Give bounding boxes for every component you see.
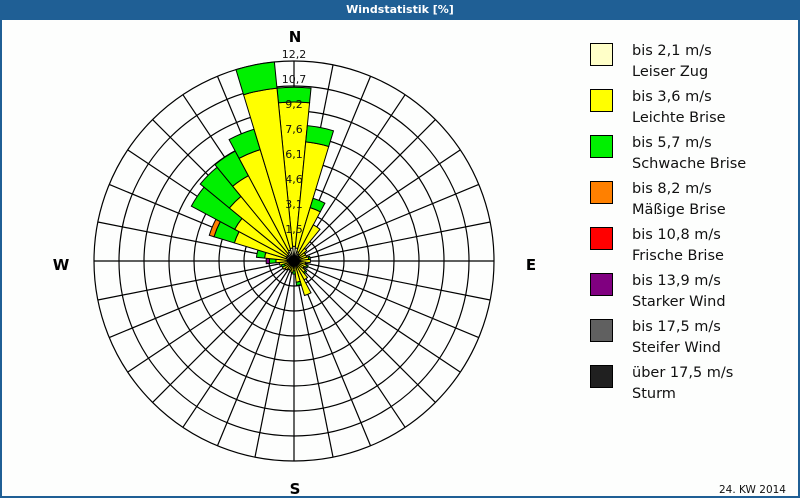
legend-swatch (590, 43, 613, 66)
grid-spoke (152, 260, 295, 403)
ring-value-label: 7,6 (285, 123, 303, 136)
legend-swatch (590, 273, 613, 296)
ring-value-label: 9,2 (285, 98, 303, 111)
compass-east-label: E (525, 256, 537, 274)
ring-value-label: 4,6 (285, 173, 303, 186)
grid-spoke (293, 119, 436, 262)
legend-name: Leichte Brise (632, 110, 726, 126)
grid-spoke (108, 260, 295, 339)
compass-west-label: W (52, 256, 70, 274)
grid-spoke (293, 260, 406, 428)
legend-name: Leiser Zug (632, 64, 709, 80)
ring-value-label: 1,5 (285, 223, 303, 236)
legend-swatch (590, 365, 613, 388)
legend-name: Steifer Wind (632, 340, 721, 356)
legend-name: Schwache Brise (632, 156, 747, 172)
compass-south-label: S (289, 480, 301, 498)
grid-spoke (293, 260, 480, 339)
legend-item: bis 8,2 m/s Mäßige Brise (590, 181, 790, 227)
wind-bar-segment (276, 86, 312, 104)
legend-speed: bis 13,9 m/s (632, 273, 721, 289)
wind-bar-segment (297, 247, 308, 258)
legend-speed: bis 10,8 m/s (632, 227, 721, 243)
legend-name: Starker Wind (632, 294, 726, 310)
ring-value-label: 6,1 (285, 148, 303, 161)
wind-bar-segment (265, 257, 271, 265)
grid-spoke (293, 221, 491, 262)
wind-bar-segment (235, 61, 278, 96)
legend-speed: bis 17,5 m/s (632, 319, 721, 335)
grid-spoke (254, 260, 295, 458)
legend-item: bis 17,5 m/s Steifer Wind (590, 319, 790, 365)
legend-name: Mäßige Brise (632, 202, 726, 218)
grid-spoke (293, 260, 491, 301)
ring-labels: 1,5 3,1 4,6 6,1 7,6 9,2 10,7 12,2 (282, 48, 307, 236)
legend-item: bis 3,6 m/s Leichte Brise (590, 89, 790, 135)
legend-name: Sturm (632, 386, 676, 402)
window-title: Windstatistik [%] (0, 0, 800, 20)
grid-spoke (293, 260, 461, 373)
legend-swatch (590, 319, 613, 342)
wind-bars (190, 61, 335, 297)
legend-item: bis 13,9 m/s Starker Wind (590, 273, 790, 319)
wind-bar-segment (305, 125, 335, 148)
grid-spoke (216, 260, 295, 447)
grid-spoke (293, 260, 436, 403)
center-dot (290, 257, 298, 265)
grid-spoke (293, 260, 334, 458)
grid-spoke (127, 260, 295, 373)
legend-speed: bis 8,2 m/s (632, 181, 712, 197)
ring-value-label: 12,2 (282, 48, 307, 61)
legend-item: über 17,5 m/s Sturm (590, 365, 790, 411)
legend-item: bis 10,8 m/s Frische Brise (590, 227, 790, 273)
grid-spoke (97, 260, 295, 301)
wind-bar-segment (304, 264, 309, 269)
compass-north-label: N (288, 28, 302, 46)
grid-spoke (293, 183, 480, 262)
legend-speed: bis 5,7 m/s (632, 135, 712, 151)
grid-spoke (182, 260, 295, 428)
ring-value-label: 3,1 (285, 198, 303, 211)
wind-bar-segment (295, 266, 312, 297)
wind-bar-segment (309, 197, 326, 213)
legend-speed: bis 2,1 m/s (632, 43, 712, 59)
legend-name: Frische Brise (632, 248, 724, 264)
legend-swatch (590, 227, 613, 250)
legend-swatch (590, 181, 613, 204)
wind-bar-segment (295, 280, 302, 287)
legend-speed: über 17,5 m/s (632, 365, 734, 381)
week-label: 24. KW 2014 (719, 484, 786, 496)
ring-value-label: 10,7 (282, 73, 307, 86)
legend-swatch (590, 89, 613, 112)
wind-bar-segment (297, 224, 321, 256)
legend-item: bis 2,1 m/s Leiser Zug (590, 43, 790, 89)
legend-speed: bis 3,6 m/s (632, 89, 712, 105)
legend-item: bis 5,7 m/s Schwache Brise (590, 135, 790, 181)
legend-swatch (590, 135, 613, 158)
grid-spoke (293, 149, 461, 262)
